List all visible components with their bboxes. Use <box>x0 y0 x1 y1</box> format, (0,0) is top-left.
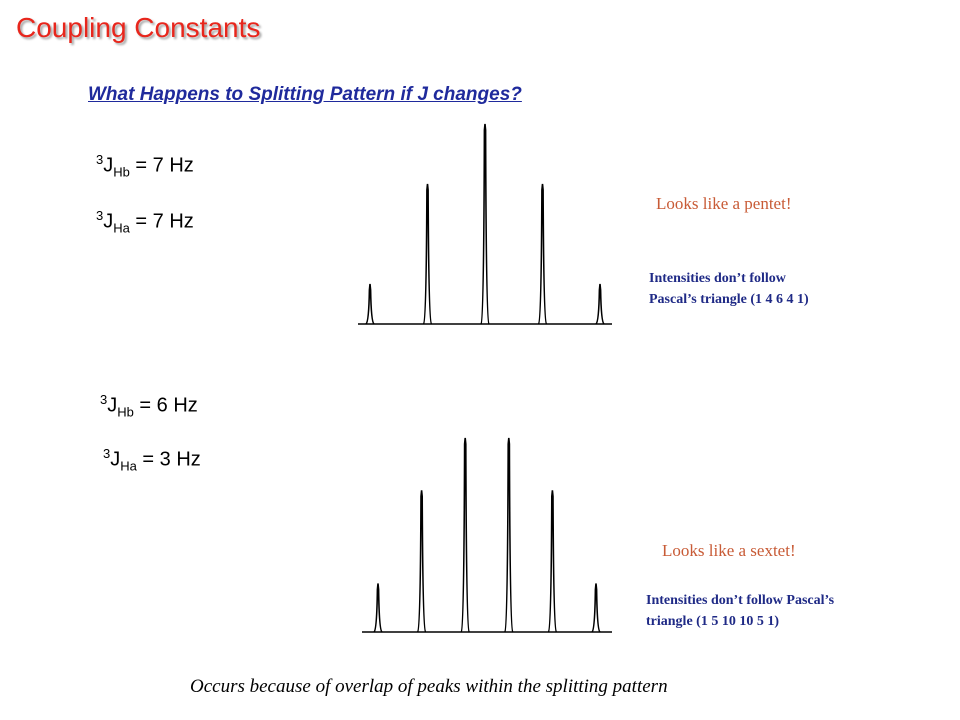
footer-caption: Occurs because of overlap of peaks withi… <box>190 676 668 697</box>
example1-intensity-note: Intensities don’t follow Pascal’s triang… <box>649 271 809 307</box>
spectrum-sextet-peak <box>547 490 558 633</box>
spectrum-pentet-peak <box>595 283 605 325</box>
example2-pattern-note: Looks like a sextet! <box>662 541 796 560</box>
spectrum-sextet-peak <box>416 490 427 633</box>
spectrum-sextet-peak <box>504 437 514 633</box>
example1-j-hb-label: 3JHb = 7 Hz <box>96 152 194 180</box>
example1-j-ha-label: 3JHa = 7 Hz <box>96 208 194 236</box>
slide-subtitle: What Happens to Splitting Pattern if J c… <box>88 84 522 105</box>
slide-title: Coupling Constants <box>16 12 261 43</box>
example2-intensity-note: Intensities don’t follow Pascal’s triang… <box>646 593 835 629</box>
spectrum-pentet-peak <box>422 183 433 325</box>
spectrum-pentet-peak <box>537 183 548 325</box>
spectrum-sextet-peak <box>460 437 470 633</box>
spectrum-pentet-peak <box>365 283 375 325</box>
example2-j-ha-label: 3JHa = 3 Hz <box>103 446 201 474</box>
example2-j-hb-label: 3JHb = 6 Hz <box>100 392 198 420</box>
example1-pattern-note: Looks like a pentet! <box>656 194 792 213</box>
spectrum-sextet-peak <box>591 583 601 633</box>
spectrum-pentet-peak <box>480 123 490 325</box>
spectrum-sextet-peak <box>373 583 383 633</box>
